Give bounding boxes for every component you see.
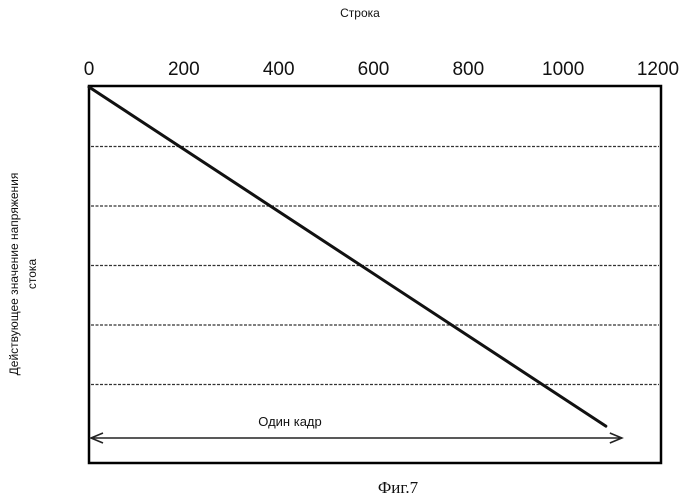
y-axis-title-line-1: Действующее значение напряжения (7, 173, 21, 376)
grid-lines (91, 147, 659, 385)
y-axis-title-line-2: стока (25, 259, 39, 290)
x-tick-labels: 0 200 400 600 800 1000 1200 (84, 59, 679, 80)
series-lines (89, 87, 606, 426)
series-line-1 (89, 87, 606, 426)
x-tick-label-200: 200 (168, 59, 200, 80)
x-tick-label-0: 0 (84, 59, 95, 80)
annotation: Один кадр (91, 414, 622, 443)
x-tick-label-400: 400 (263, 59, 295, 80)
x-tick-label-1200: 1200 (637, 59, 679, 80)
x-axis-title: Строка (340, 6, 380, 20)
figure-caption: Фиг.7 (378, 478, 419, 497)
y-axis-title: Действующее значение напряжения стока (7, 173, 39, 376)
frame-span-label: Один кадр (258, 414, 321, 429)
x-tick-label-800: 800 (452, 59, 484, 80)
x-tick-label-1000: 1000 (542, 59, 584, 80)
x-tick-label-600: 600 (358, 59, 390, 80)
